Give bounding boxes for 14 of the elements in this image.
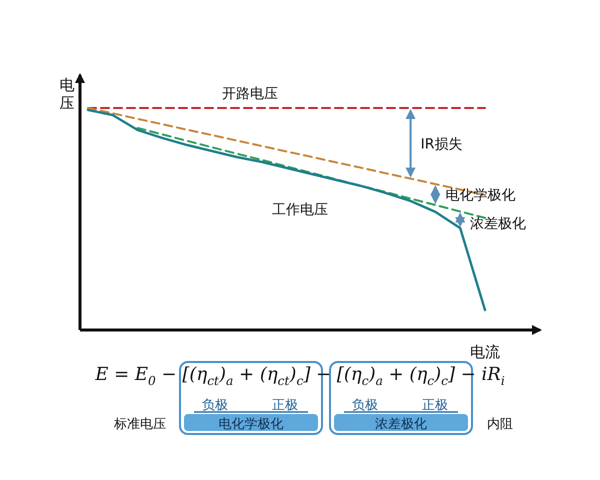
series-label: 开路电压 [222, 86, 278, 102]
series-label: 工作电压 [272, 202, 328, 218]
text: 正极 [272, 398, 298, 413]
text: 正极 [422, 398, 448, 413]
x-axis-title: 电流 [470, 343, 500, 361]
text: 浓差极化 [375, 417, 427, 432]
y-axis-title: 电压 [60, 76, 74, 112]
text: 标准电压 [113, 417, 166, 432]
annotation: 浓差极化 [470, 216, 526, 232]
text: 内阻 [487, 417, 513, 432]
annotation: IR损失 [420, 136, 462, 152]
text: 负极 [352, 398, 378, 413]
text: 电化学极化 [218, 417, 284, 432]
text: 负极 [202, 398, 228, 413]
